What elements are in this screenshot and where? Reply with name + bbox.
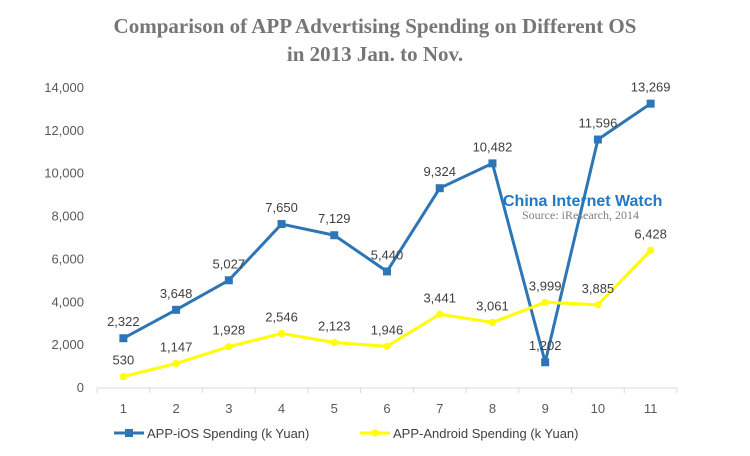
x-tick-label: 1 — [120, 401, 127, 416]
ios-data-point — [119, 334, 128, 343]
android-data-label: 3,441 — [423, 290, 456, 305]
android-data-label: 1,147 — [160, 339, 193, 354]
ios-data-label: 5,027 — [213, 256, 246, 271]
legend-marker-android — [371, 429, 379, 437]
android-data-label: 530 — [113, 353, 135, 368]
android-data-point — [277, 329, 286, 338]
legend-label-ios: APP-iOS Spending (k Yuan) — [147, 426, 309, 441]
ios-data-point — [277, 220, 286, 229]
x-tick-label: 3 — [225, 401, 232, 416]
ios-data-point — [224, 276, 233, 285]
ios-data-point — [383, 267, 391, 276]
ios-data-label: 10,482 — [473, 139, 513, 154]
android-data-point — [172, 359, 180, 368]
ios-data-point — [330, 231, 339, 240]
ios-data-point — [541, 358, 550, 367]
x-tick-label: 7 — [436, 401, 443, 416]
android-data-point — [488, 318, 497, 327]
series-layer — [119, 99, 655, 381]
watermark-brand: China Internet Watch — [503, 193, 662, 210]
y-tick-label: 4,000 — [51, 294, 84, 309]
ios-data-label: 3,648 — [160, 286, 193, 301]
android-data-label: 2,123 — [318, 319, 351, 334]
x-tick-label: 10 — [591, 401, 605, 416]
y-tick-label: 2,000 — [51, 337, 84, 352]
android-data-point — [594, 301, 602, 309]
legend: APP-iOS Spending (k Yuan) APP-Android Spe… — [114, 426, 579, 441]
x-tick-label: 8 — [489, 401, 496, 416]
ios-data-label: 11,596 — [579, 116, 618, 131]
legend-label-android: APP-Android Spending (k Yuan) — [393, 426, 579, 441]
ios-data-label: 1,202 — [529, 338, 562, 353]
android-data-point — [119, 373, 127, 381]
android-data-label: 3,061 — [476, 298, 509, 313]
android-data-label: 3,885 — [582, 281, 615, 296]
watermark: China Internet Watch Source: iResearch, … — [503, 193, 662, 222]
ios-data-point — [172, 305, 181, 314]
ios-data-label: 5,440 — [371, 247, 404, 262]
x-tick-label: 2 — [172, 401, 179, 416]
x-tick-label: 11 — [644, 401, 658, 416]
android-data-point — [383, 342, 391, 350]
x-tick-label: 6 — [383, 401, 390, 416]
ios-data-label: 13,269 — [631, 80, 671, 95]
y-tick-label: 10,000 — [44, 166, 84, 181]
android-data-label: 3,999 — [529, 278, 562, 293]
android-data-label: 1,946 — [371, 322, 404, 337]
x-tick-label: 9 — [542, 401, 549, 416]
data-labels: 2,322 3,648 5,027 7,650 7,129 5,440 9,324 10,48… — [107, 80, 670, 368]
android-data-point — [330, 338, 338, 347]
x-tick-label: 5 — [331, 401, 338, 416]
android-data-label: 6,428 — [634, 226, 667, 241]
ios-data-label: 7,129 — [318, 211, 351, 226]
ios-data-label: 7,650 — [265, 200, 298, 215]
ios-data-point — [593, 135, 602, 144]
y-tick-label: 12,000 — [44, 123, 84, 138]
android-data-point — [436, 310, 444, 318]
ios-data-label: 9,324 — [423, 164, 456, 179]
legend-marker-ios — [125, 429, 133, 437]
x-axis-ticks: 1 2 3 4 5 6 7 8 9 10 11 — [96, 388, 678, 416]
android-data-point — [225, 343, 233, 351]
chart-subtitle: in 2013 Jan. to Nov. — [286, 42, 464, 66]
y-tick-label: 6,000 — [51, 251, 84, 266]
x-tick-label: 4 — [278, 401, 285, 416]
y-axis-ticks: 0 2,000 4,000 6,000 8,000 10,000 12,000 14,000 — [44, 80, 84, 395]
ios-data-point — [435, 184, 444, 193]
y-tick-label: 8,000 — [51, 209, 84, 224]
android-data-point — [541, 298, 549, 306]
ios-data-point — [488, 159, 497, 168]
android-data-label: 2,546 — [265, 309, 298, 324]
watermark-source: Source: iResearch, 2014 — [522, 208, 639, 222]
ios-data-label: 2,322 — [107, 314, 140, 329]
y-tick-label: 14,000 — [44, 80, 84, 95]
ios-data-point — [646, 99, 655, 108]
android-data-point — [647, 246, 655, 254]
y-tick-label: 0 — [77, 380, 84, 395]
chart-title: Comparison of APP Advertising Spending o… — [113, 14, 637, 38]
android-data-label: 1,928 — [213, 323, 246, 338]
